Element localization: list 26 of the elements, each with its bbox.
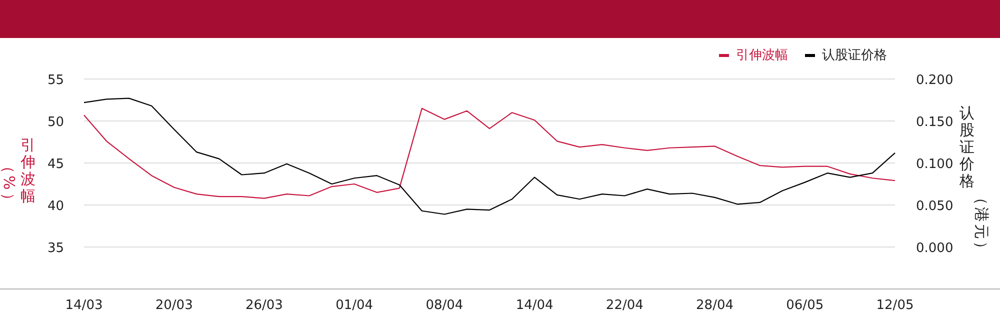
x-tick-label: 26/03 (245, 298, 283, 313)
x-tick-label: 20/03 (155, 298, 193, 313)
y-tick-label: 35 (47, 241, 64, 256)
y-tick-label: 55 (47, 73, 64, 88)
y2-tick-label: 0.050 (916, 199, 954, 214)
x-tick-label: 22/04 (606, 298, 644, 313)
line-series (83, 98, 896, 215)
x-tick-label: 14/03 (65, 298, 103, 313)
x-tick-label: 14/04 (516, 298, 554, 313)
y-tick-label: 45 (47, 157, 64, 172)
legend-label: 引伸波幅 (736, 48, 788, 63)
x-tick-label: 06/05 (786, 298, 824, 313)
line-series (83, 108, 896, 199)
y-tick-label: 50 (47, 115, 64, 130)
x-tick-label: 28/04 (696, 298, 734, 313)
x-tick-label: 12/05 (876, 298, 914, 313)
x-tick-label: 01/04 (336, 298, 374, 313)
y2-tick-label: 0.000 (916, 241, 954, 256)
y-axis-title: 引伸波幅（%） (0, 136, 36, 208)
x-tick-label: 08/04 (426, 298, 464, 313)
y2-tick-label: 0.100 (916, 157, 954, 172)
y2-tick-label: 0.150 (916, 115, 954, 130)
y2-tick-label: 0.200 (916, 73, 954, 88)
legend-label: 认股证价格 (822, 48, 887, 63)
y-tick-label: 40 (47, 199, 64, 214)
text: 认股证价格（港元） (960, 104, 990, 256)
